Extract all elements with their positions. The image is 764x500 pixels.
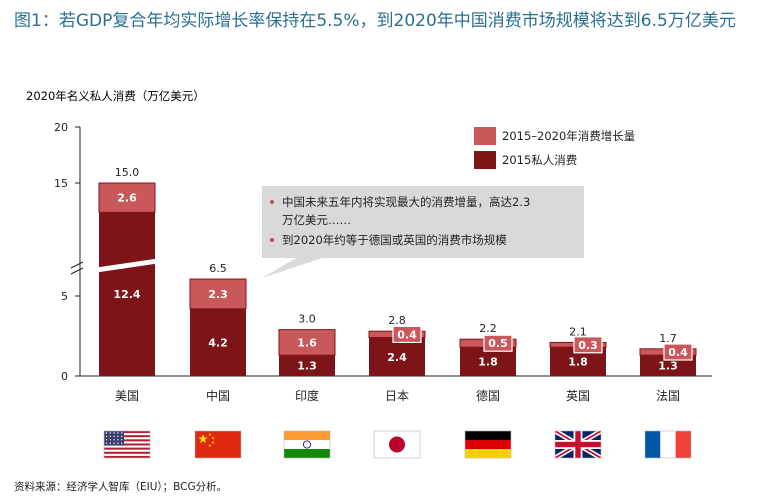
- bar-segment-2015: [99, 212, 155, 376]
- in-flag-icon: [283, 430, 331, 459]
- base-value-label: 12.4: [113, 288, 140, 301]
- increment-value-label: 2.6: [117, 192, 137, 205]
- y-tick-label: 0: [61, 370, 68, 383]
- bar-segment-2015: [279, 355, 335, 376]
- x-tick-labels: 美国 中国 印度 日本 德国 英国 法国: [115, 388, 680, 403]
- x-tick-label: 法国: [656, 389, 680, 403]
- legend-swatch: [474, 127, 496, 145]
- base-value-label: 1.3: [297, 360, 317, 373]
- increment-label-box: [573, 336, 603, 354]
- legend-label: 2015–2020年消费增长量: [502, 129, 635, 143]
- y-tick-label: 15: [54, 177, 68, 190]
- increment-value-label: 2.3: [208, 288, 228, 301]
- bar-group: 0.3 1.8 2.1: [549, 325, 607, 376]
- y-axis-label: 2020年名义私人消费（万亿美元）: [26, 89, 205, 103]
- increment-label-box: [483, 334, 513, 352]
- bars: 2.612.415.02.34.26.51.61.33.00.42.42.80.…: [93, 166, 697, 376]
- legend: 2015–2020年消费增长量 2015私人消费: [474, 127, 635, 169]
- callout-text: 到2020年约等于德国或英国的消费市场规模: [282, 233, 507, 247]
- callout-text: 中国未来五年内将实现最大的消费增量，高达2.3: [282, 195, 530, 209]
- us-flag-icon: [103, 430, 151, 459]
- bar-segment-2015: [460, 347, 516, 376]
- y-tick-label: 20: [54, 121, 68, 134]
- x-tick-label: 中国: [206, 388, 230, 403]
- increment-value-label: 0.4: [397, 328, 417, 341]
- increment-value-label: 1.6: [297, 336, 317, 349]
- base-value-label: 1.8: [478, 356, 498, 369]
- total-value-label: 15.0: [115, 166, 140, 179]
- increment-label-box: [663, 343, 693, 361]
- bar-group: 0.4 2.4 2.8: [368, 314, 426, 376]
- bar-segment-increment: [98, 182, 156, 213]
- de-flag-icon: [464, 430, 512, 459]
- total-value-label: 3.0: [298, 313, 316, 326]
- source-note: 资料来源：经济学人智库（EIU）；BCG分析。: [14, 481, 228, 493]
- total-value-label: 2.8: [388, 314, 406, 327]
- uk-flag-icon: [554, 430, 602, 459]
- total-value-label: 1.7: [659, 332, 677, 345]
- bar-group: 0.5 1.8 2.2: [459, 322, 517, 376]
- increment-value-label: 0.3: [578, 339, 598, 352]
- y-tick-label: 5: [61, 290, 68, 303]
- bar-group: 2.3 4.2 6.5: [189, 262, 247, 376]
- cn-flag-icon: [194, 430, 242, 459]
- axis-break-mark: [70, 267, 84, 275]
- legend-label: 2015私人消费: [502, 153, 577, 167]
- increment-label-box: [392, 325, 422, 343]
- base-value-label: 4.2: [208, 336, 228, 349]
- bar-segment-2015: [190, 308, 246, 376]
- flag-row: [103, 430, 692, 459]
- base-value-label: 2.4: [387, 351, 407, 364]
- x-tick-label: 英国: [566, 389, 590, 403]
- bar-segment-increment: [278, 329, 336, 356]
- total-value-label: 2.1: [569, 325, 587, 338]
- bar-group: 1.6 1.3 3.0: [278, 313, 336, 376]
- bar-segment-increment: [189, 278, 247, 310]
- total-value-label: 6.5: [209, 262, 227, 275]
- x-tick-label: 美国: [115, 389, 139, 403]
- increment-value-label: 0.4: [668, 346, 688, 359]
- bullet-dot: [270, 200, 274, 204]
- fr-flag-icon: [644, 430, 692, 459]
- increment-value-label: 0.5: [488, 337, 508, 350]
- x-tick-label: 德国: [476, 388, 500, 403]
- bullet-dot: [270, 238, 274, 242]
- callout-text: 万亿美元……: [282, 213, 351, 227]
- base-value-label: 1.8: [568, 356, 588, 369]
- base-value-label: 1.3: [658, 360, 678, 373]
- callout-box: 中国未来五年内将实现最大的消费增量，高达2.3 万亿美元…… 到2020年约等于德国…: [262, 186, 584, 278]
- bar-group: 0.41.3 1.7: [639, 332, 697, 376]
- jp-flag-icon: [373, 430, 421, 459]
- chart-title: 图1：若GDP复合年均实际增长率保持在5.5%，到2020年中国消费市场规模将达…: [14, 11, 736, 31]
- bar-segment-2015: [369, 337, 425, 376]
- x-tick-label: 日本: [385, 389, 409, 403]
- axis-break-mark: [70, 261, 84, 269]
- x-tick-label: 印度: [295, 388, 319, 403]
- bar-group: 2.6 12.4 15.0: [98, 166, 156, 376]
- legend-swatch: [474, 151, 496, 169]
- callout-shape: [262, 186, 584, 278]
- bar-break-band: [93, 258, 161, 273]
- total-value-label: 2.2: [479, 322, 497, 335]
